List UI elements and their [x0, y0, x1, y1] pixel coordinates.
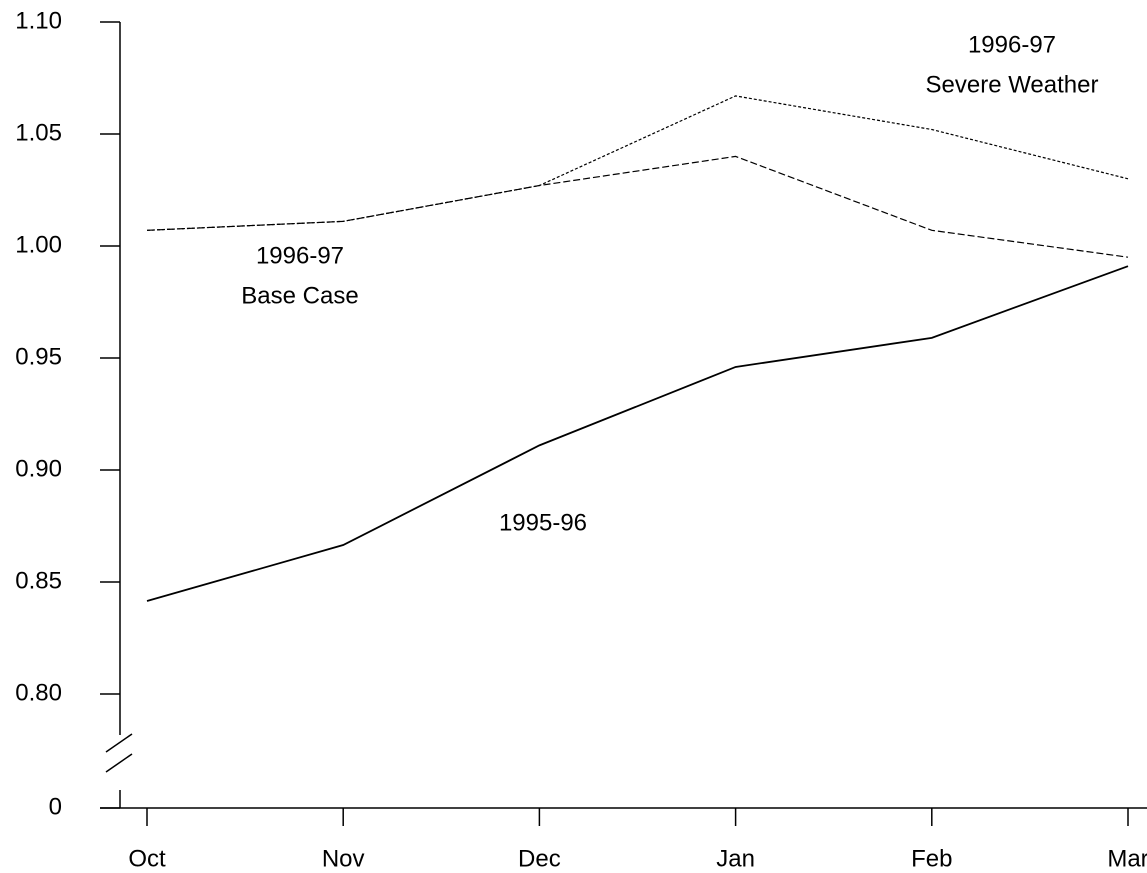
y-tick-label: 0.95 [15, 343, 62, 370]
x-tick-label: Nov [322, 845, 365, 872]
axis-break [105, 733, 133, 753]
y-tick-label: 1.00 [15, 231, 62, 258]
x-tick-label: Feb [911, 845, 952, 872]
x-tick-label: Oct [128, 845, 166, 872]
y-tick-label: 0.90 [15, 455, 62, 482]
series-label: 1996-97 [256, 242, 344, 269]
series-line [146, 155, 1129, 258]
y-tick-label: 0.85 [15, 567, 62, 594]
series-label: 1996-97 [968, 31, 1056, 58]
series-label: 1995-96 [499, 509, 587, 536]
x-tick-label: Mar [1107, 845, 1147, 872]
series-label: Base Case [241, 282, 358, 309]
x-tick-label: Jan [716, 845, 755, 872]
x-tick-label: Dec [518, 845, 561, 872]
y-tick-label: 0.80 [15, 679, 62, 706]
y-tick-label: 1.05 [15, 119, 62, 146]
axis-break [105, 753, 133, 773]
y-tick-label: 0 [49, 793, 62, 820]
series-label: Severe Weather [926, 71, 1099, 98]
y-tick-label: 1.10 [15, 7, 62, 34]
series-line [146, 95, 1129, 231]
series-line [146, 265, 1129, 602]
